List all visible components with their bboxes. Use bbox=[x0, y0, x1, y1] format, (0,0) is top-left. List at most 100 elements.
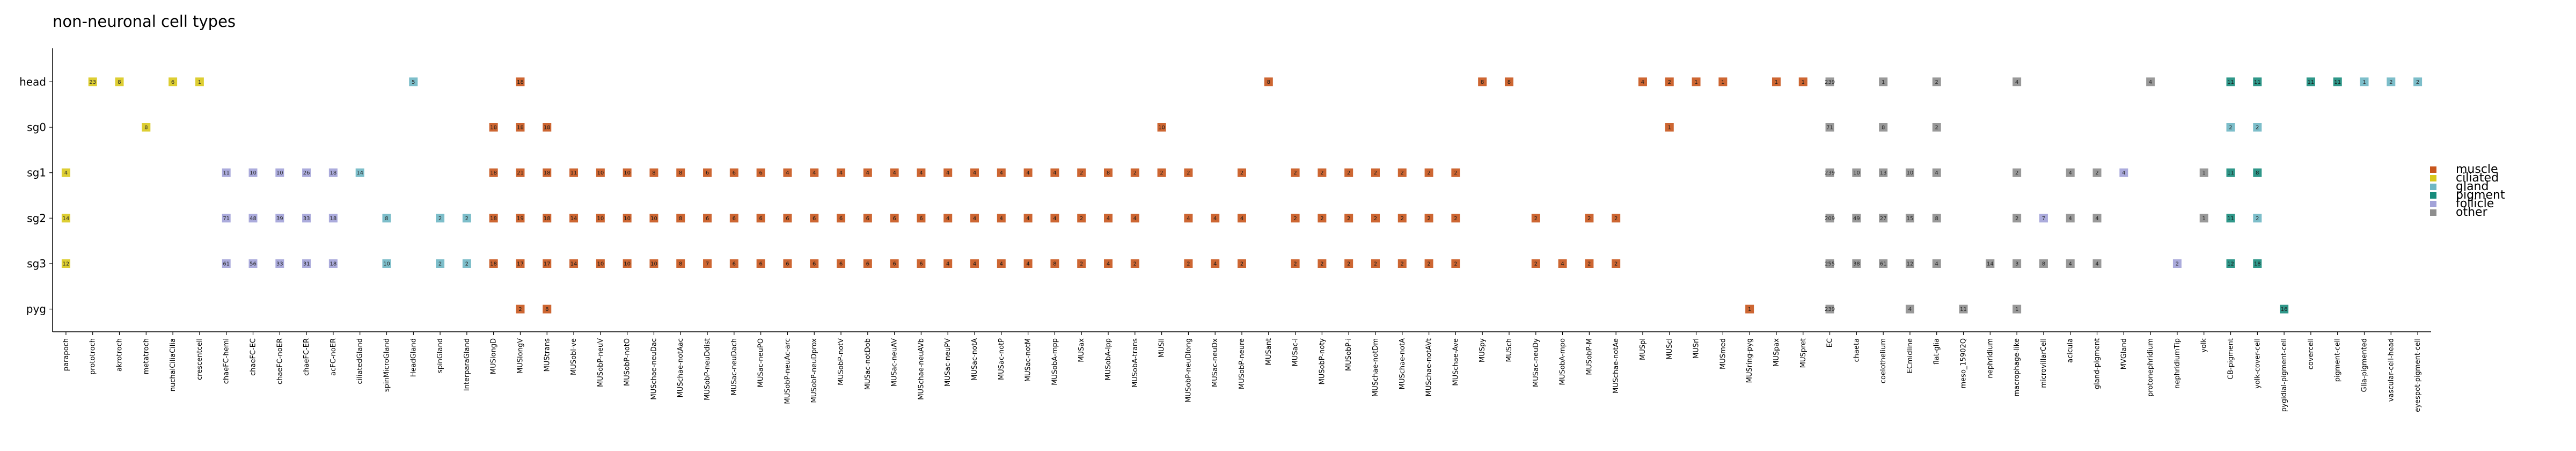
heatmap-cell bbox=[1585, 259, 1594, 268]
heatmap-cell bbox=[489, 168, 498, 177]
cell-value-label: 1 bbox=[2362, 79, 2366, 85]
cell-value-label: 6 bbox=[813, 261, 816, 267]
heatmap-cell bbox=[863, 259, 872, 268]
cell-value-label: 1 bbox=[1694, 79, 1697, 85]
cell-value-label: 14 bbox=[63, 216, 70, 222]
heatmap-cell bbox=[1318, 259, 1327, 268]
cell-value-label: 48 bbox=[250, 216, 257, 222]
cell-value-label: 4 bbox=[1107, 216, 1110, 222]
heatmap-cell bbox=[890, 259, 899, 268]
heatmap-cell bbox=[2012, 214, 2022, 223]
cell-value-label: 4 bbox=[1935, 261, 1938, 267]
heatmap-cell bbox=[436, 259, 445, 268]
cell-value-label: 4 bbox=[1107, 261, 1110, 267]
cell-value-label: 18 bbox=[544, 125, 551, 131]
heatmap-cell bbox=[409, 77, 418, 86]
heatmap-cell bbox=[61, 214, 70, 223]
heatmap-cell bbox=[462, 214, 471, 223]
column-label: macrophage-like bbox=[2013, 338, 2021, 396]
cell-value-label: 10 bbox=[650, 261, 657, 267]
cell-value-label: 4 bbox=[892, 170, 896, 176]
cell-value-label: 1 bbox=[1721, 79, 1724, 85]
column-label: MUSac-notM bbox=[1024, 338, 1033, 382]
cell-value-label: 8 bbox=[1935, 216, 1938, 222]
cell-value-label: 16 bbox=[2281, 307, 2288, 312]
cell-value-label: 4 bbox=[946, 216, 949, 222]
column-label: MUSac-neuAV bbox=[891, 338, 899, 387]
cell-value-label: 6 bbox=[919, 216, 923, 222]
cell-value-label: 2 bbox=[1320, 216, 1323, 222]
heatmap-cell bbox=[729, 259, 738, 268]
cell-value-label: 2 bbox=[2256, 125, 2259, 131]
cell-value-label: 2 bbox=[1454, 170, 1457, 176]
heatmap-cell bbox=[1478, 77, 1487, 86]
heatmap-cell bbox=[1238, 214, 1246, 223]
heatmap-cell bbox=[1291, 214, 1300, 223]
cell-value-label: 6 bbox=[706, 170, 709, 176]
legend-label-follicle: follicle bbox=[2456, 197, 2494, 210]
cell-value-label: 33 bbox=[303, 216, 310, 222]
heatmap-cell bbox=[1238, 259, 1246, 268]
cell-value-label: 2 bbox=[1374, 170, 1377, 176]
heatmap-cell bbox=[917, 214, 926, 223]
heatmap-cell bbox=[516, 123, 525, 132]
cell-value-label: 2 bbox=[1668, 79, 1671, 85]
cell-value-label: 2 bbox=[1347, 216, 1350, 222]
heatmap-cell bbox=[1130, 214, 1139, 223]
heatmap-cell bbox=[2360, 77, 2369, 86]
column-labels: parapoch prototroch akrotroch metatroch nuch… bbox=[62, 338, 2422, 412]
legend-label-muscle: muscle bbox=[2456, 163, 2498, 176]
heatmap-cell bbox=[676, 168, 685, 177]
column-label: microvillarCell bbox=[2040, 338, 2048, 388]
column-label: protonephridium bbox=[2147, 338, 2155, 397]
column-label: nuchalCiliaCilia bbox=[169, 338, 177, 391]
cell-value-label: 4 bbox=[2122, 170, 2125, 176]
column-label: acicula bbox=[2067, 338, 2075, 363]
heatmap-cell bbox=[1291, 168, 1300, 177]
heatmap-cell bbox=[1879, 123, 1888, 132]
heatmap-cell bbox=[382, 214, 391, 223]
cell-value-label: 6 bbox=[733, 170, 736, 176]
heatmap-cell bbox=[1130, 168, 1139, 177]
cell-value-label: 14 bbox=[570, 261, 577, 267]
cell-value-label: 8 bbox=[118, 79, 121, 85]
column-label: ciliatedGland bbox=[356, 338, 364, 384]
column-label: prototroch bbox=[89, 338, 97, 375]
cell-value-label: 1 bbox=[2015, 307, 2018, 312]
heatmap-cell bbox=[1130, 259, 1139, 268]
heatmap-cell bbox=[1718, 77, 1728, 86]
cell-value-label: 8 bbox=[679, 170, 682, 176]
heatmap-cell bbox=[302, 259, 311, 268]
cell-value-label: 8 bbox=[679, 216, 682, 222]
heatmap-cell bbox=[1825, 123, 1834, 132]
heatmap-cell bbox=[1638, 77, 1647, 86]
cell-value-label: 8 bbox=[2256, 170, 2259, 176]
heatmap-cell bbox=[2146, 77, 2155, 86]
cell-value-label: 2 bbox=[1080, 170, 1083, 176]
cell-value-label: 6 bbox=[839, 216, 843, 222]
cell-value-label: 11 bbox=[2254, 79, 2261, 85]
cell-value-label: 4 bbox=[1641, 79, 1644, 85]
cell-value-label: 1 bbox=[198, 79, 201, 85]
cell-value-label: 4 bbox=[1000, 216, 1003, 222]
heatmap-cell bbox=[516, 304, 525, 314]
heatmap-cell bbox=[1852, 259, 1861, 268]
column-label: parapoch bbox=[62, 338, 70, 371]
heatmap-cell bbox=[1157, 123, 1166, 132]
heatmap-cell bbox=[1211, 214, 1220, 223]
heatmap-cell bbox=[703, 168, 712, 177]
heatmap-cell bbox=[970, 214, 979, 223]
cell-value-label: 4 bbox=[1053, 216, 1056, 222]
cell-value-label: 4 bbox=[1000, 261, 1003, 267]
heatmap-cell bbox=[1585, 214, 1594, 223]
heatmap-cell bbox=[2333, 77, 2342, 86]
heatmap-cell bbox=[1371, 168, 1380, 177]
heatmap-cell bbox=[997, 168, 1006, 177]
cell-value-label: 18 bbox=[517, 79, 524, 85]
column-label: metatroch bbox=[142, 338, 150, 374]
cell-value-label: 4 bbox=[973, 216, 976, 222]
heatmap-cell bbox=[729, 168, 738, 177]
heatmap-cell bbox=[302, 168, 311, 177]
cell-value-label: 18 bbox=[490, 261, 497, 267]
heatmap-cell bbox=[703, 214, 712, 223]
